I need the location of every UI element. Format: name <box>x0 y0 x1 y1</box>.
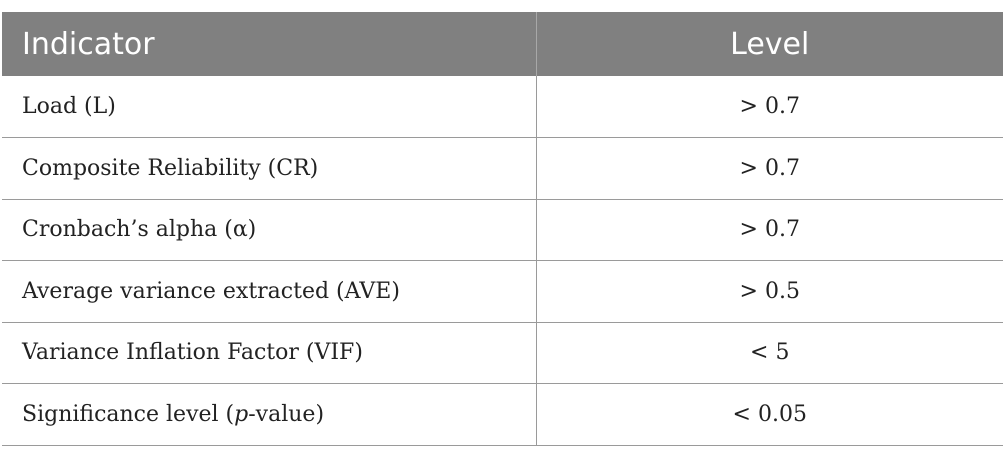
level-cell: < 0.05 <box>536 383 1003 446</box>
indicator-cell: Cronbach’s alpha (α) <box>2 199 537 261</box>
table-row: Load (L) > 0.7 <box>2 76 1003 138</box>
level-cell: > 0.5 <box>536 260 1003 323</box>
table-row: Composite Reliability (CR) > 0.7 <box>2 137 1003 200</box>
header-indicator: Indicator <box>2 12 537 76</box>
indicator-text-pre: Significance level ( <box>22 401 235 427</box>
header-row: Indicator Level <box>2 12 1003 76</box>
indicator-cell: Average variance extracted (AVE) <box>2 260 537 323</box>
level-cell: > 0.7 <box>536 137 1003 200</box>
level-cell: < 5 <box>536 322 1003 384</box>
table-header: Indicator Level <box>2 12 1003 76</box>
table-row: Cronbach’s alpha (α) > 0.7 <box>2 199 1003 261</box>
indicator-text-italic: p <box>234 401 249 427</box>
table-row: Significance level (p-value) < 0.05 <box>2 383 1003 446</box>
table-body: Load (L) > 0.7 Composite Reliability (CR… <box>2 76 1003 446</box>
indicator-cell: Load (L) <box>2 76 537 138</box>
indicator-cell: Composite Reliability (CR) <box>2 137 537 200</box>
indicator-text-post: -value) <box>248 401 325 427</box>
indicator-cell: Variance Inflation Factor (VIF) <box>2 322 537 384</box>
level-cell: > 0.7 <box>536 76 1003 138</box>
table-row: Average variance extracted (AVE) > 0.5 <box>2 260 1003 323</box>
level-cell: > 0.7 <box>536 199 1003 261</box>
table-row: Variance Inflation Factor (VIF) < 5 <box>2 322 1003 384</box>
indicator-cell: Significance level (p-value) <box>2 383 537 446</box>
header-level: Level <box>730 26 810 62</box>
criteria-table: Indicator Level Load (L) > 0.7 Composite… <box>2 12 1003 446</box>
